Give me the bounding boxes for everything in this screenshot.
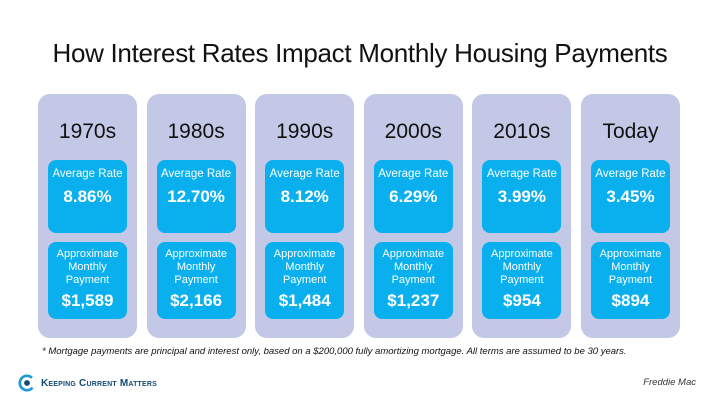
decade-column-2000s: 2000s Average Rate 6.29% Approximate Mon… [363, 94, 463, 338]
payment-label: Approximate Monthly Payment [490, 248, 553, 286]
payment-value: $2,166 [170, 291, 223, 310]
decade-label: 1980s [167, 120, 225, 143]
payment-label: Approximate Monthly Payment [382, 248, 445, 286]
logo-text: Keeping Current Matters [41, 377, 158, 389]
rate-label: Average Rate [595, 168, 666, 180]
average-rate-box: Average Rate 12.70% [156, 160, 236, 233]
payment-value: $1,589 [61, 291, 114, 310]
monthly-payment-box: Approximate Monthly Payment $894 [590, 242, 670, 319]
decade-label: 1970s [58, 120, 117, 143]
rate-value: 8.12% [280, 187, 329, 206]
rate-label: Average Rate [269, 168, 340, 180]
rate-value: 3.99% [497, 187, 546, 206]
source-credit: Freddie Mac [643, 377, 696, 388]
payment-value: $1,237 [387, 291, 440, 310]
rate-label: Average Rate [486, 168, 557, 180]
decade-column-2010s: 2010s Average Rate 3.99% Approximate Mon… [472, 94, 572, 338]
page-title: How Interest Rates Impact Monthly Housin… [52, 38, 668, 68]
monthly-payment-box: Approximate Monthly Payment $2,166 [156, 242, 236, 319]
rate-value: 12.70% [167, 187, 225, 206]
payment-label: Approximate Monthly Payment [165, 248, 227, 286]
monthly-payment-box: Approximate Monthly Payment $954 [482, 242, 562, 319]
rate-label: Average Rate [378, 168, 449, 180]
decade-column-1970s: 1970s Average Rate 8.86% Approximate Mon… [38, 94, 137, 338]
rate-label: Average Rate [52, 168, 123, 180]
rate-value: 6.29% [389, 187, 438, 206]
decade-column-1980s: 1980s Average Rate 12.70% Approximate Mo… [146, 94, 246, 338]
monthly-payment-box: Approximate Monthly Payment $1,589 [48, 242, 127, 319]
rate-value: 8.86% [63, 187, 112, 206]
payment-value: $1,484 [278, 291, 331, 310]
kcm-logo-icon [18, 374, 36, 392]
payment-label: Approximate Monthly Payment [56, 248, 119, 286]
average-rate-box: Average Rate 3.99% [482, 160, 562, 233]
payment-value: $894 [611, 291, 650, 310]
monthly-payment-box: Approximate Monthly Payment $1,237 [373, 242, 453, 319]
average-rate-box: Average Rate 8.86% [48, 160, 127, 233]
monthly-payment-box: Approximate Monthly Payment $1,484 [265, 242, 345, 319]
average-rate-box: Average Rate 8.12% [265, 160, 345, 233]
decade-label: Today [602, 120, 659, 143]
decade-column-today: Today Average Rate 3.45% Approximate Mon… [580, 94, 680, 338]
payment-label: Approximate Monthly Payment [599, 248, 662, 286]
rate-value: 3.45% [606, 187, 655, 206]
payment-value: $954 [502, 291, 541, 310]
payment-label: Approximate Monthly Payment [273, 248, 336, 286]
brand-logo: Keeping Current Matters [18, 374, 157, 392]
average-rate-box: Average Rate 6.29% [373, 160, 453, 233]
decade-column-1990s: 1990s Average Rate 8.12% Approximate Mon… [255, 94, 355, 338]
decade-label: 2010s [493, 120, 551, 143]
decade-label: 1990s [276, 120, 334, 143]
decade-label: 2000s [384, 120, 442, 143]
decade-columns: 1970s Average Rate 8.86% Approximate Mon… [38, 94, 682, 338]
average-rate-box: Average Rate 3.45% [590, 160, 670, 233]
footnote: * Mortgage payments are principal and in… [42, 346, 627, 357]
rate-label: Average Rate [161, 168, 232, 180]
